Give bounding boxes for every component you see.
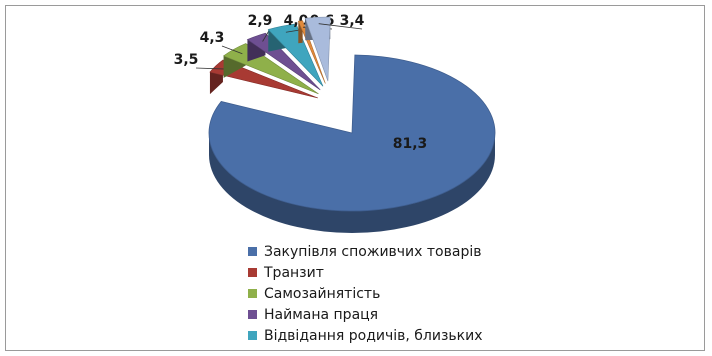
data-label-0: 81,3: [393, 136, 428, 152]
legend-label-2: Самозайнятість: [264, 286, 380, 302]
slice-3: [246, 32, 321, 91]
legend-swatch-3: [248, 310, 257, 319]
slice-4: [267, 23, 324, 87]
slice-2: [222, 43, 319, 95]
leader-line-1: [195, 67, 227, 70]
slice-6: [304, 16, 331, 82]
slice-0: [208, 54, 496, 212]
legend-swatch-4: [248, 331, 257, 340]
legend-label-0: Закупівля споживчих товарів: [264, 244, 481, 260]
legend-swatch-1: [248, 268, 257, 277]
data-label-6: 3,4: [340, 13, 365, 29]
data-label-3: 2,9: [248, 13, 273, 29]
data-label-1: 3,5: [174, 52, 199, 68]
legend-swatch-0: [248, 247, 257, 256]
data-label-2: 4,3: [200, 30, 225, 46]
slice-side-0: [209, 133, 495, 233]
leader-line-6: [318, 23, 363, 30]
legend-label-1: Транзит: [263, 265, 324, 281]
legend-swatch-2: [248, 289, 257, 298]
slice-5: [297, 20, 326, 84]
legend-label-4: Відвідання родичів, близьких: [264, 328, 483, 344]
leader-line-2: [221, 45, 243, 55]
legend-label-3: Наймана праця: [264, 307, 378, 323]
